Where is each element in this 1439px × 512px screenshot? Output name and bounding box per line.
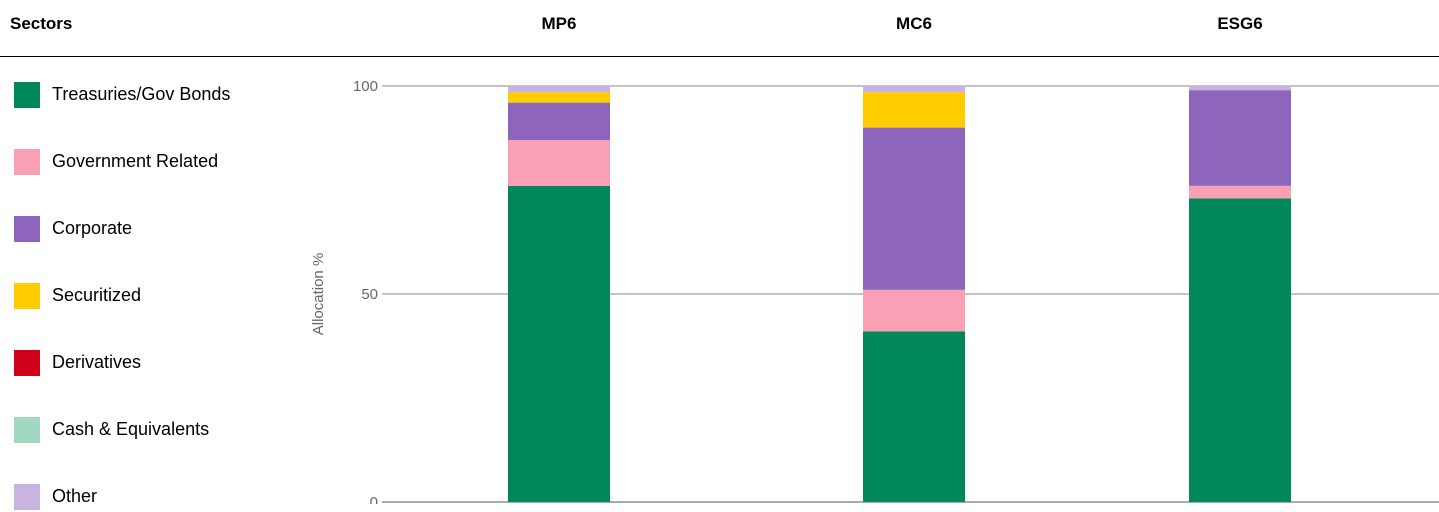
y-tick-label-0: 0: [370, 494, 378, 504]
legend-label-government-related: Government Related: [52, 151, 219, 171]
column-header-esg6: ESG6: [1217, 14, 1263, 33]
legend-label-corporate: Corporate: [52, 218, 133, 238]
sectors-header: Sectors: [10, 14, 73, 33]
legend-swatch-cash-equivalents: [14, 417, 40, 443]
header-divider: [0, 56, 1439, 57]
legend-label-securitized: Securitized: [52, 285, 142, 305]
bar-segment-mp6-0: [508, 185, 610, 502]
legend-label-treasuries: Treasuries/Gov Bonds: [52, 84, 231, 104]
chart-header: Sectors MP6 MC6 ESG6: [0, 0, 1439, 57]
legend-swatch-securitized: [14, 283, 40, 309]
bar-segment-mc6-3: [863, 92, 965, 128]
bar-segment-mc6-0: [863, 331, 965, 502]
bar-segment-mc6-1: [863, 289, 965, 332]
bar-segment-mc6-6: [863, 86, 965, 93]
legend-swatch-derivatives: [14, 350, 40, 376]
legend-swatch-corporate: [14, 216, 40, 242]
y-tick-label-100: 100: [353, 78, 378, 95]
column-header-mc6: MC6: [896, 14, 932, 33]
bar-segment-esg6-0: [1189, 198, 1291, 502]
bar-segment-mp6-3: [508, 92, 610, 103]
bar-segment-mp6-6: [508, 86, 610, 93]
bar-segment-mc6-2: [863, 127, 965, 290]
legend-label-other: Other: [52, 486, 98, 506]
bar-segment-mp6-2: [508, 102, 610, 141]
bar-segment-esg6-2: [1189, 90, 1291, 186]
y-axis-label: Allocation %: [310, 253, 327, 336]
legend-swatch-government-related: [14, 149, 40, 175]
bar-segment-mp6-1: [508, 140, 610, 186]
bar-segment-esg6-6: [1189, 86, 1291, 91]
legend-swatch-treasuries: [14, 82, 40, 108]
bar-segment-esg6-1: [1189, 185, 1291, 199]
column-header-mp6: MP6: [541, 14, 577, 33]
legend-label-cash-equivalents: Cash & Equivalents: [52, 419, 210, 439]
legend-label-derivatives: Derivatives: [52, 352, 142, 372]
y-tick-label-50: 50: [361, 286, 378, 303]
